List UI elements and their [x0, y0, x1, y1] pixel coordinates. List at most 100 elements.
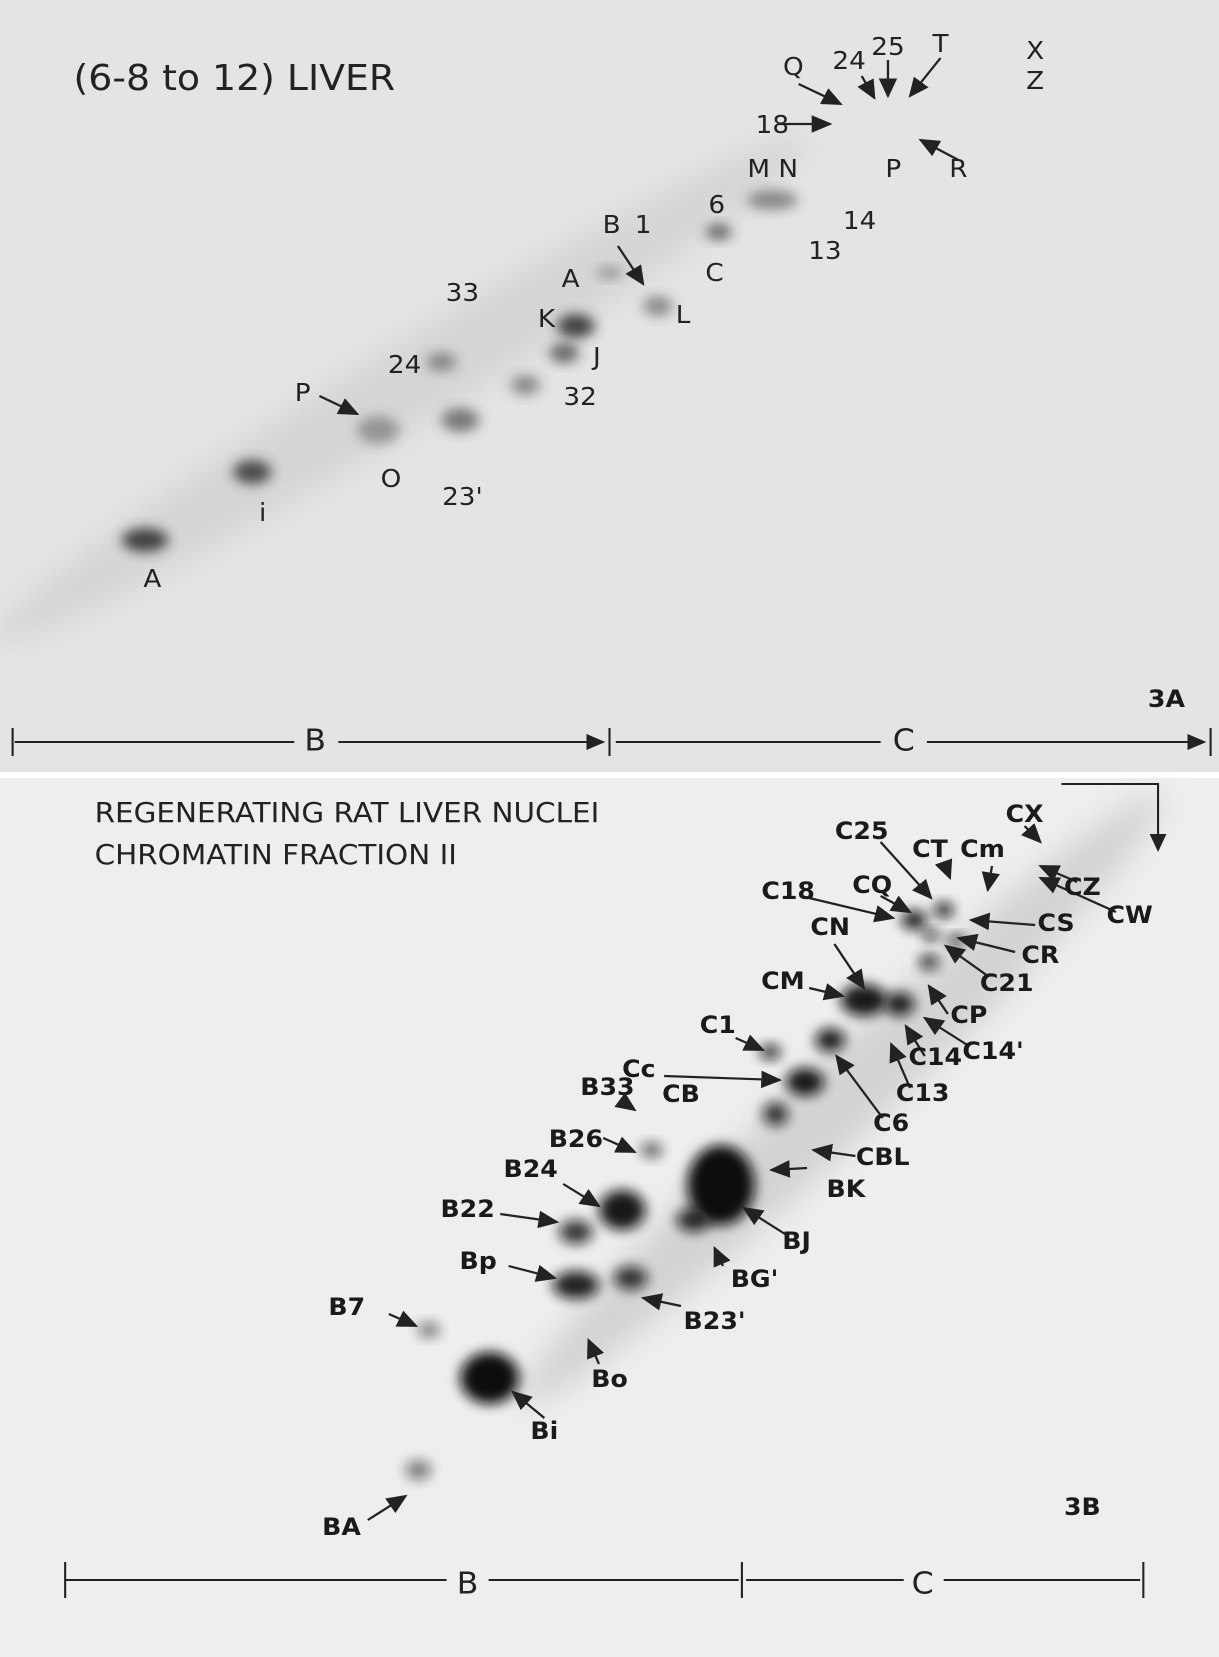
- arrow: [889, 1041, 912, 1089]
- spot-label: CT: [912, 834, 948, 862]
- spot: [786, 1068, 824, 1096]
- spot-label: CZ: [1064, 872, 1101, 900]
- spot-label: C13: [896, 1078, 950, 1106]
- spot: [759, 1044, 781, 1060]
- spot: [441, 408, 480, 432]
- spot-label: C6: [873, 1108, 909, 1136]
- spot-label: 13: [808, 236, 841, 265]
- spot-label: B7: [328, 1292, 365, 1320]
- panel-b-label: 3B: [1064, 1492, 1101, 1520]
- spot-label: Bi: [530, 1416, 558, 1444]
- spot: [418, 1322, 440, 1338]
- spot: [919, 954, 939, 970]
- spot-label: 32: [563, 382, 596, 411]
- axis-right-label: C: [893, 723, 915, 758]
- arrow: [981, 865, 1000, 893]
- spot: [934, 902, 954, 918]
- arrow: [602, 1136, 637, 1153]
- spot-label: CN: [810, 912, 850, 940]
- arrow: [835, 1054, 884, 1119]
- panel-b-title: CHROMATIN FRACTION II: [95, 838, 457, 871]
- arrows: [318, 57, 1117, 1521]
- spot-label: CW: [1107, 900, 1153, 928]
- arrow: [908, 57, 942, 98]
- arrow: [1038, 877, 1117, 913]
- spot: [884, 992, 915, 1016]
- spot: [598, 1190, 646, 1230]
- arrow: [833, 943, 866, 990]
- spot-label: CB: [662, 1079, 700, 1107]
- spot: [559, 1220, 593, 1244]
- arrow: [880, 895, 913, 914]
- panel-b-title: REGENERATING RAT LIVER NUCLEI: [95, 796, 600, 829]
- spot-label: B24: [504, 1154, 558, 1182]
- spot: [643, 296, 673, 316]
- spot-label: P: [295, 378, 311, 407]
- spot-label: B26: [549, 1124, 603, 1152]
- spot-label: X: [1026, 36, 1044, 65]
- arrow: [511, 1390, 546, 1419]
- spot: [233, 460, 272, 484]
- spot: [460, 1352, 520, 1404]
- spot: [706, 224, 732, 240]
- axis-lines: [11, 728, 1212, 1598]
- spot: [552, 1271, 599, 1299]
- arrow: [943, 944, 989, 977]
- spot: [121, 528, 169, 552]
- arrow: [500, 1210, 560, 1229]
- spot-label: 14: [843, 206, 876, 235]
- spot-label: Cm: [960, 834, 1005, 862]
- spot-label: Bp: [460, 1246, 497, 1274]
- spot-label: R: [949, 154, 967, 183]
- spot-label: B33: [580, 1072, 634, 1100]
- arrow: [968, 912, 1036, 931]
- arrow: [562, 1183, 601, 1208]
- spot-label: Cc: [622, 1054, 655, 1082]
- spot-label: P: [885, 154, 901, 183]
- spot-label: T: [931, 29, 948, 58]
- arrow: [811, 1143, 856, 1162]
- spot: [549, 343, 580, 363]
- arrow: [735, 1034, 766, 1051]
- arrow: [614, 1092, 637, 1112]
- panel-a-bg: [0, 0, 1219, 772]
- spot-label: A: [143, 564, 161, 593]
- spot-label: CS: [1038, 908, 1075, 936]
- arrow: [508, 1264, 558, 1282]
- spot-label: B22: [440, 1194, 494, 1222]
- panel-a-title: (6-8 to 12) LIVER: [74, 57, 396, 99]
- spot-label: 18: [756, 110, 789, 139]
- spot-label: 6: [708, 190, 725, 219]
- spot-label: CBL: [856, 1142, 910, 1170]
- spot-label: CR: [1021, 940, 1059, 968]
- arrow: [1020, 823, 1042, 844]
- arrow: [879, 841, 933, 900]
- spot: [596, 267, 623, 279]
- spot: [405, 1460, 431, 1480]
- spot-label: C14: [908, 1042, 962, 1070]
- spot-label: L: [676, 300, 691, 329]
- spot-label: C14': [962, 1036, 1023, 1064]
- spot: [747, 190, 798, 210]
- spot-label: CX: [1006, 799, 1044, 827]
- arrow: [800, 894, 896, 923]
- arrow: [640, 1293, 682, 1311]
- spot-label: J: [591, 342, 601, 371]
- spot-label: 24: [388, 350, 421, 379]
- spot: [613, 1266, 648, 1290]
- spot: [357, 416, 400, 444]
- spot-label: B: [603, 210, 621, 239]
- spot-label: CQ: [852, 870, 892, 898]
- arrow: [918, 138, 959, 161]
- spot-label: B23': [684, 1306, 746, 1334]
- arrow: [1038, 864, 1078, 884]
- spot-label: Z: [1026, 66, 1044, 95]
- spot: [510, 375, 541, 395]
- spot-label: 33: [446, 278, 479, 307]
- spot-label: C21: [980, 968, 1034, 996]
- spot-label: 24: [832, 46, 865, 75]
- spot-label: Q: [783, 52, 804, 81]
- spot-label: A: [562, 264, 580, 293]
- arrow: [664, 1070, 783, 1089]
